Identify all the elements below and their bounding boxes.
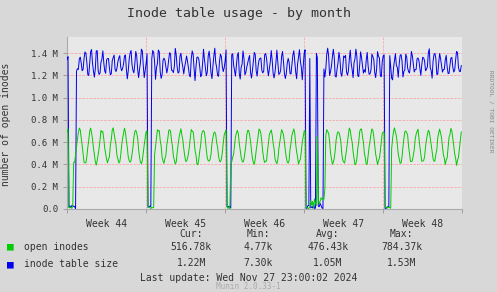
Text: Inode table usage - by month: Inode table usage - by month (127, 7, 350, 20)
Text: 1.53M: 1.53M (387, 258, 416, 268)
Text: 516.78k: 516.78k (171, 242, 212, 252)
Text: 476.43k: 476.43k (308, 242, 348, 252)
Text: Week 46: Week 46 (244, 219, 285, 229)
Text: Min:: Min: (247, 229, 270, 239)
Text: number of open inodes: number of open inodes (1, 62, 11, 186)
Text: inode table size: inode table size (24, 259, 118, 269)
Text: 1.22M: 1.22M (176, 258, 206, 268)
Text: Week 44: Week 44 (86, 219, 127, 229)
Text: 4.77k: 4.77k (244, 242, 273, 252)
Text: 1.05M: 1.05M (313, 258, 343, 268)
Text: ■: ■ (7, 242, 14, 252)
Text: Munin 2.0.33-1: Munin 2.0.33-1 (216, 281, 281, 291)
Text: RRDTOOL / TOBI OETIKER: RRDTOOL / TOBI OETIKER (489, 70, 494, 152)
Text: Week 45: Week 45 (165, 219, 206, 229)
Text: Week 48: Week 48 (402, 219, 443, 229)
Text: Avg:: Avg: (316, 229, 340, 239)
Text: open inodes: open inodes (24, 242, 88, 252)
Text: 784.37k: 784.37k (381, 242, 422, 252)
Text: Cur:: Cur: (179, 229, 203, 239)
Text: ■: ■ (7, 259, 14, 269)
Text: Last update: Wed Nov 27 23:00:02 2024: Last update: Wed Nov 27 23:00:02 2024 (140, 273, 357, 283)
Text: 7.30k: 7.30k (244, 258, 273, 268)
Text: Week 47: Week 47 (323, 219, 364, 229)
Text: Max:: Max: (390, 229, 414, 239)
